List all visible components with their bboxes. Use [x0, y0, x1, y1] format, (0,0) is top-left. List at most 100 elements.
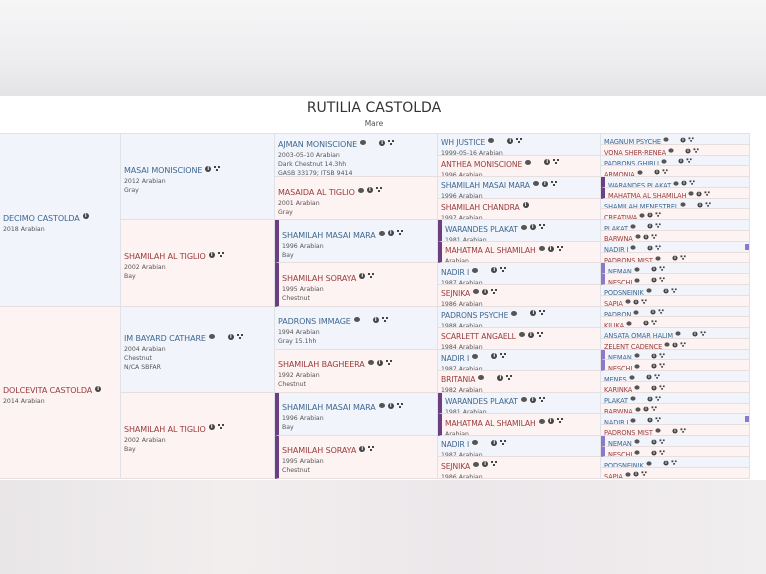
info-icon[interactable]: i: [547, 418, 554, 425]
info-icon[interactable]: i: [379, 139, 386, 146]
photo-icon[interactable]: [639, 245, 645, 250]
comment-icon[interactable]: [630, 224, 636, 229]
photo-icon[interactable]: [643, 450, 649, 455]
pedigree-tree-icon[interactable]: [659, 385, 666, 390]
comment-icon[interactable]: [520, 397, 527, 403]
pedigree-tree-icon[interactable]: [693, 148, 700, 153]
comment-icon[interactable]: [488, 138, 495, 144]
pedigree-tree-icon[interactable]: [396, 230, 404, 236]
info-icon[interactable]: i: [651, 266, 657, 272]
pedigree-tree-icon[interactable]: [705, 202, 712, 207]
info-icon[interactable]: i: [647, 396, 653, 402]
horse-name-link[interactable]: ANTHEA MONISCIONE: [441, 159, 523, 169]
comment-icon[interactable]: [511, 310, 518, 316]
pedigree-tree-icon[interactable]: [396, 402, 404, 409]
info-icon[interactable]: i: [359, 445, 366, 452]
info-icon[interactable]: i: [643, 320, 649, 326]
pedigree-tree-icon[interactable]: [550, 180, 558, 187]
pedigree-tree-icon[interactable]: [641, 299, 647, 304]
pedigree-tree-icon[interactable]: [236, 333, 244, 340]
pedigree-tree-icon[interactable]: [680, 428, 686, 433]
comment-icon[interactable]: [663, 137, 669, 143]
pedigree-tree-icon[interactable]: [556, 245, 564, 252]
pedigree-tree-icon[interactable]: [385, 359, 393, 366]
horse-name-link[interactable]: PADRONS IMMAGE: [278, 317, 351, 327]
comment-icon[interactable]: [634, 385, 640, 390]
horse-name-link[interactable]: MASAI MONISCIONE: [124, 166, 203, 176]
info-icon[interactable]: i: [529, 396, 536, 403]
info-icon[interactable]: i: [529, 224, 536, 231]
comment-icon[interactable]: [680, 202, 687, 207]
photo-icon[interactable]: [369, 140, 376, 146]
pedigree-tree-icon[interactable]: [659, 449, 666, 455]
horse-name-link[interactable]: SAPIA: [604, 300, 623, 307]
pedigree-tree-icon[interactable]: [500, 267, 507, 273]
pedigree-tree-icon[interactable]: [651, 406, 657, 412]
info-icon[interactable]: i: [685, 148, 691, 154]
horse-name-link[interactable]: PLAKAT: [604, 397, 628, 404]
horse-name-link[interactable]: MAHATMA AL SHAMILAH: [608, 192, 687, 199]
horse-name-link[interactable]: KARINKA: [604, 386, 633, 393]
photo-icon[interactable]: [672, 137, 678, 142]
horse-name-link[interactable]: PADRON: [604, 310, 632, 318]
horse-name-link[interactable]: SHAMILAH CHANDRA: [441, 202, 520, 212]
info-icon[interactable]: i: [650, 309, 656, 315]
photo-icon[interactable]: [487, 375, 494, 381]
comment-icon[interactable]: [634, 364, 640, 369]
pedigree-tree-icon[interactable]: [553, 159, 560, 165]
info-icon[interactable]: i: [633, 471, 639, 477]
horse-name-link[interactable]: SHAMILAH MASAI MARA: [441, 181, 530, 191]
comment-icon[interactable]: [630, 418, 636, 423]
comment-icon[interactable]: [518, 332, 525, 338]
horse-name-link[interactable]: ANSATA OMAR HALIM: [604, 332, 674, 339]
photo-icon[interactable]: [481, 353, 488, 359]
photo-icon[interactable]: [663, 428, 669, 433]
info-icon[interactable]: i: [82, 213, 89, 220]
comment-icon[interactable]: [538, 418, 545, 424]
photo-icon[interactable]: [684, 331, 690, 336]
pedigree-tree-icon[interactable]: [641, 471, 647, 477]
photo-icon[interactable]: [642, 267, 648, 272]
info-icon[interactable]: i: [654, 169, 660, 175]
photo-icon[interactable]: [639, 418, 645, 423]
photo-icon[interactable]: [642, 353, 648, 358]
info-icon[interactable]: i: [208, 424, 215, 431]
horse-name-link[interactable]: SCARLETT ANGAELL: [441, 332, 516, 342]
comment-icon[interactable]: [661, 159, 667, 164]
photo-icon[interactable]: [481, 267, 488, 273]
pedigree-tree-icon[interactable]: [368, 445, 375, 452]
horse-name-link[interactable]: WARANDES PLAKAT: [445, 224, 518, 234]
pedigree-tree-icon[interactable]: [217, 251, 225, 258]
comment-icon[interactable]: [626, 321, 632, 326]
horse-name-link[interactable]: WH JUSTICE: [441, 138, 486, 148]
comment-icon[interactable]: [634, 439, 640, 444]
pedigree-tree-icon[interactable]: [689, 180, 696, 185]
comment-icon[interactable]: [378, 403, 385, 409]
info-icon[interactable]: i: [647, 223, 653, 229]
info-icon[interactable]: i: [376, 359, 383, 366]
horse-name-link[interactable]: BARWNA: [604, 407, 633, 415]
info-icon[interactable]: i: [651, 277, 657, 283]
info-icon[interactable]: i: [491, 439, 498, 446]
info-icon[interactable]: i: [647, 212, 653, 218]
info-icon[interactable]: i: [651, 439, 657, 445]
info-icon[interactable]: i: [633, 299, 639, 305]
comment-icon[interactable]: [478, 375, 485, 381]
horse-name-link[interactable]: NEMAN: [608, 440, 632, 447]
pedigree-tree-icon[interactable]: [368, 273, 375, 279]
horse-name-link[interactable]: SHAMILAH MENESTREL: [604, 203, 679, 210]
info-icon[interactable]: i: [692, 331, 698, 337]
horse-name-link[interactable]: PADRONS MIST: [604, 256, 653, 264]
info-icon[interactable]: i: [482, 288, 489, 295]
horse-name-link[interactable]: PADRONS PSYCHE: [441, 310, 509, 320]
photo-icon[interactable]: [363, 317, 370, 323]
pedigree-tree-icon[interactable]: [655, 212, 662, 218]
pedigree-tree-icon[interactable]: [214, 165, 221, 172]
photo-icon[interactable]: [654, 461, 660, 466]
info-icon[interactable]: i: [672, 342, 678, 348]
horse-name-link[interactable]: SEJNIKA: [441, 461, 471, 471]
info-icon[interactable]: i: [544, 159, 551, 166]
pedigree-tree-icon[interactable]: [662, 169, 668, 175]
photo-icon[interactable]: [643, 385, 649, 390]
comment-icon[interactable]: [353, 317, 360, 323]
